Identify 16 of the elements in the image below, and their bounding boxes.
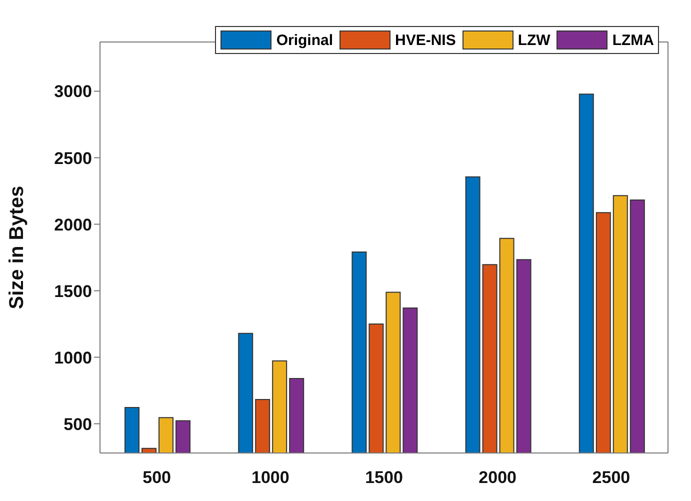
x-tick-label: 2500: [592, 468, 630, 488]
x-tick-label: 1000: [251, 468, 290, 488]
y-tick-label: 2000: [54, 215, 92, 234]
y-tick-label: 500: [64, 414, 92, 434]
y-tick-label: 3000: [54, 82, 92, 102]
x-tick-label: 1500: [365, 468, 403, 488]
y-tick-label: 2500: [54, 148, 92, 168]
legend-label: Original: [276, 32, 334, 48]
y-tick-label: 1000: [54, 348, 92, 368]
legend-label: LZW: [518, 32, 550, 48]
y-tick-label: 1500: [54, 282, 92, 301]
y-axis-title: Size in Bytes: [6, 186, 28, 310]
x-tick-label: 2000: [478, 468, 517, 488]
x-tick-label: 500: [142, 468, 171, 488]
legend-label: HVE-NIS: [395, 32, 456, 48]
legend-label: LZMA: [612, 32, 654, 48]
